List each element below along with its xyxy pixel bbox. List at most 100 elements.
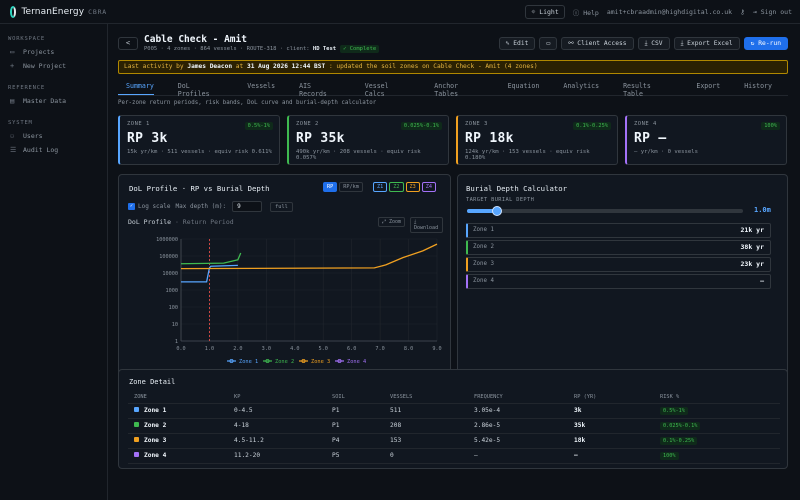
- risk-badge: 0.025%-0.1%: [660, 422, 701, 430]
- tab-vessels[interactable]: Vessels: [247, 82, 276, 90]
- logo[interactable]: TernanEnergy CBRA: [10, 5, 107, 18]
- x-tick-label: 2.0: [233, 346, 242, 352]
- sidebar-item-users[interactable]: ⚇ Users: [10, 132, 43, 140]
- tab-dol-profiles[interactable]: DoL Profiles: [177, 82, 210, 98]
- mode-rp-button[interactable]: RP: [323, 182, 338, 192]
- zone-detail-table: ZONE KP SOIL VESSELS FREQUENCY RP (YR) R…: [128, 391, 780, 464]
- share-icon: ⚯: [568, 40, 574, 47]
- activity-banner: Last activity by James Deacon at 31 Aug …: [118, 60, 788, 74]
- tab-equation[interactable]: Equation: [507, 82, 540, 90]
- series-line-zone-1: [181, 264, 238, 283]
- status-badge: ✓ Complete: [340, 45, 380, 53]
- sidebar-section-title: WORKSPACE: [8, 36, 46, 42]
- top-bar: TernanEnergy CBRA ☼ Light ⓘ Help amit+cb…: [0, 0, 800, 24]
- full-depth-button[interactable]: full: [270, 201, 293, 212]
- help-link[interactable]: ⓘ Help: [572, 9, 599, 17]
- export-excel-button[interactable]: ⤓ Export Excel: [673, 37, 740, 50]
- zone-meta: — yr/km · 0 vessels: [634, 149, 698, 155]
- zone-toggle-z1[interactable]: Z1: [373, 182, 388, 192]
- sidebar-item-projects[interactable]: ▭ Projects: [10, 48, 55, 56]
- archive-button[interactable]: ▭: [539, 37, 558, 50]
- zone-color-swatch: [134, 437, 139, 442]
- panel-title: Zone Detail: [129, 378, 176, 386]
- burial-depth-slider[interactable]: [467, 206, 743, 216]
- max-depth-label: Max depth (m):: [175, 203, 227, 210]
- refresh-icon: ↻: [750, 40, 755, 47]
- tab-ais-records[interactable]: AIS Records: [299, 82, 327, 98]
- legend-label: Zone 3: [311, 359, 330, 365]
- page-title: Cable Check - Amit: [144, 34, 247, 45]
- tab-export[interactable]: Export: [696, 82, 721, 90]
- sidebar-item-new-project[interactable]: + New Project: [10, 62, 67, 70]
- zone-color-swatch: [134, 452, 139, 457]
- page-subtitle: P005 · 4 zones · 864 vessels · ROUTE-318…: [144, 45, 380, 53]
- risk-badge: 0.5%-1%: [660, 407, 688, 415]
- zoom-button[interactable]: ⤢ Zoom: [378, 217, 406, 227]
- legend-label: Zone 1: [239, 359, 258, 365]
- tab-anchor-tables[interactable]: Anchor Tables: [434, 82, 459, 98]
- x-tick-label: 1.0: [205, 346, 214, 352]
- slider-label: TARGET BURIAL DEPTH: [466, 197, 535, 203]
- tab-results-table[interactable]: Results Table: [623, 82, 651, 98]
- zone-toggle-z4[interactable]: Z4: [421, 182, 436, 192]
- y-tick-label: 100000: [159, 254, 178, 260]
- back-button[interactable]: <: [118, 37, 138, 50]
- activity-user: James Deacon: [187, 63, 233, 70]
- y-tick-label: 1: [175, 339, 178, 345]
- zone-card-1: ZONE 1 0.5%-1% RP 3k 15k yr/km · 511 ves…: [118, 115, 280, 165]
- log-icon: ☰: [10, 146, 17, 154]
- key-icon[interactable]: ⚷: [740, 8, 745, 16]
- tab-history[interactable]: History: [744, 82, 772, 90]
- legend-label: Zone 2: [275, 359, 294, 365]
- theme-toggle-button[interactable]: ☼ Light: [525, 5, 565, 19]
- x-tick-label: 8.0: [404, 346, 413, 352]
- tab-analytics[interactable]: Analytics: [563, 82, 600, 90]
- edit-button[interactable]: ✎ Edit: [498, 37, 536, 50]
- activity-time: 31 Aug 2026 12:44 BST: [246, 63, 326, 70]
- sidebar-item-audit-log[interactable]: ☰ Audit Log: [10, 146, 59, 154]
- x-tick-label: 7.0: [375, 346, 384, 352]
- dol-profile-panel: DoL Profile · RP vs Burial Depth RP RP/k…: [118, 174, 451, 376]
- tab-bar: Summary DoL Profiles Vessels AIS Records…: [118, 82, 788, 98]
- table-row[interactable]: Zone 3 4.5-11.2 P4 153 5.42e-5 18k 0.1%-…: [128, 433, 780, 449]
- slider-fill: [467, 209, 498, 213]
- zone-toggle-z2[interactable]: Z2: [389, 182, 404, 192]
- signout-link[interactable]: ⇥ Sign out: [752, 8, 792, 16]
- x-tick-label: 5.0: [319, 346, 328, 352]
- return-period: RP 18k: [465, 131, 514, 146]
- mode-rp-km-button[interactable]: RP/km: [339, 182, 363, 192]
- log-scale-label: Log scale: [138, 203, 171, 210]
- max-depth-input[interactable]: 9: [232, 201, 263, 212]
- sidebar-item-master-data[interactable]: ▤ Master Data: [10, 97, 67, 105]
- tab-summary[interactable]: Summary: [118, 82, 154, 95]
- y-tick-label: 1000: [166, 288, 179, 294]
- client-access-button[interactable]: ⚯ Client Access: [561, 37, 634, 50]
- table-row[interactable]: Zone 4 11.2-20 P5 0 — — 100%: [128, 448, 780, 464]
- slider-thumb[interactable]: [492, 206, 503, 216]
- download-button[interactable]: ⤓ Download: [410, 217, 443, 233]
- burial-zone-row: Zone 1 21k yr: [466, 223, 771, 238]
- risk-badge: 0.1%-0.25%: [660, 437, 698, 445]
- series-line-zone-2: [180, 252, 242, 265]
- burial-zone-row: Zone 3 23k yr: [466, 257, 771, 272]
- archive-icon: ▭: [546, 40, 551, 47]
- pencil-icon: ✎: [505, 40, 510, 47]
- table-row[interactable]: Zone 2 4-18 P1 208 2.86e-5 35k 0.025%-0.…: [128, 418, 780, 434]
- risk-badge: 100%: [761, 122, 780, 130]
- return-period: RP 3k: [127, 131, 168, 146]
- legend-label: Zone 4: [347, 359, 366, 365]
- table-row[interactable]: Zone 1 0-4.5 P1 511 3.05e-4 3k 0.5%-1%: [128, 403, 780, 419]
- rerun-button[interactable]: ↻ Re-run: [743, 37, 788, 50]
- zone-toggle-z3[interactable]: Z3: [405, 182, 420, 192]
- legend-marker: [229, 358, 234, 363]
- zone-meta: 15k yr/km · 511 vessels · equiv risk 0.6…: [127, 149, 272, 155]
- legend-marker: [337, 358, 342, 363]
- brand-name: TernanEnergy: [21, 6, 85, 17]
- sidebar-section-title: SYSTEM: [8, 120, 33, 126]
- tab-vessel-calcs[interactable]: Vessel Calcs: [364, 82, 389, 98]
- download-icon: ⤓: [680, 40, 684, 47]
- zone-meta: 490k yr/km · 208 vessels · equiv risk 0.…: [296, 149, 421, 161]
- panel-title: DoL Profile · RP vs Burial Depth: [129, 184, 270, 193]
- csv-button[interactable]: ⤓ CSV: [637, 37, 670, 50]
- log-scale-checkbox[interactable]: ✓: [128, 203, 135, 210]
